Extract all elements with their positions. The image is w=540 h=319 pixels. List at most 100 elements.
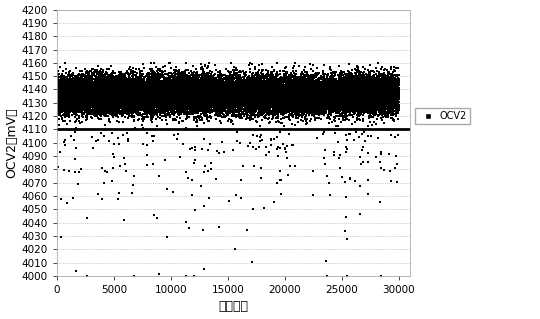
Point bbox=[249, 164, 258, 169]
Point bbox=[193, 77, 201, 82]
Point bbox=[322, 95, 331, 100]
Point bbox=[138, 85, 146, 90]
Point bbox=[360, 94, 368, 99]
Point bbox=[349, 85, 358, 91]
Point bbox=[196, 101, 205, 106]
Point bbox=[379, 104, 387, 109]
Point bbox=[185, 76, 193, 81]
Point bbox=[231, 84, 239, 89]
Point bbox=[171, 79, 180, 85]
Point bbox=[288, 101, 297, 106]
Point bbox=[116, 85, 124, 91]
Point bbox=[177, 83, 185, 88]
Point bbox=[294, 95, 302, 100]
Point bbox=[220, 88, 229, 93]
Point bbox=[73, 96, 82, 101]
Point bbox=[143, 91, 152, 96]
Point bbox=[361, 94, 369, 99]
Point bbox=[86, 104, 95, 109]
Point bbox=[139, 95, 147, 100]
Point bbox=[141, 80, 150, 85]
Point bbox=[249, 88, 258, 93]
Point bbox=[283, 89, 292, 94]
Point bbox=[108, 94, 117, 100]
Point bbox=[391, 94, 400, 100]
Point bbox=[159, 91, 167, 96]
Point bbox=[140, 83, 149, 88]
Point bbox=[150, 103, 159, 108]
Point bbox=[64, 99, 73, 104]
Point bbox=[203, 97, 212, 102]
Point bbox=[206, 76, 214, 81]
Point bbox=[243, 82, 252, 87]
Point bbox=[350, 104, 359, 109]
Point bbox=[240, 104, 248, 109]
Point bbox=[94, 107, 103, 112]
Point bbox=[161, 91, 170, 96]
Point bbox=[94, 94, 103, 99]
Point bbox=[333, 93, 341, 98]
Point bbox=[81, 110, 90, 115]
Point bbox=[246, 100, 255, 106]
Point bbox=[379, 85, 387, 90]
Point bbox=[336, 87, 345, 92]
Point bbox=[83, 111, 91, 116]
Point bbox=[346, 79, 354, 84]
Point bbox=[389, 101, 398, 107]
Point bbox=[369, 106, 378, 111]
Point bbox=[367, 99, 375, 104]
Point bbox=[340, 89, 348, 94]
Point bbox=[139, 80, 147, 85]
Point bbox=[70, 95, 79, 100]
Point bbox=[292, 99, 301, 104]
Point bbox=[391, 80, 400, 85]
Point bbox=[297, 76, 306, 81]
Point bbox=[100, 85, 109, 90]
Point bbox=[258, 98, 266, 103]
Point bbox=[299, 86, 307, 91]
Point bbox=[218, 89, 226, 94]
Point bbox=[148, 89, 157, 94]
Point bbox=[119, 80, 127, 85]
Point bbox=[99, 95, 107, 100]
Point bbox=[161, 97, 170, 102]
Point bbox=[259, 86, 268, 91]
Point bbox=[305, 106, 314, 111]
Point bbox=[335, 101, 343, 106]
Point bbox=[205, 86, 214, 91]
Point bbox=[276, 97, 285, 102]
Point bbox=[176, 92, 185, 97]
Point bbox=[150, 95, 158, 100]
Point bbox=[196, 84, 205, 89]
Point bbox=[383, 84, 392, 89]
Point bbox=[137, 99, 146, 104]
Point bbox=[146, 84, 154, 89]
Point bbox=[146, 100, 154, 105]
Point bbox=[116, 77, 124, 82]
Point bbox=[258, 83, 266, 88]
Point bbox=[90, 93, 98, 98]
Point bbox=[229, 97, 238, 102]
Point bbox=[345, 107, 353, 112]
Point bbox=[112, 79, 121, 84]
Point bbox=[221, 100, 230, 105]
Point bbox=[281, 88, 290, 93]
Point bbox=[201, 81, 210, 86]
Point bbox=[117, 105, 126, 110]
Point bbox=[94, 84, 103, 89]
Point bbox=[92, 88, 101, 93]
Point bbox=[198, 93, 206, 98]
Point bbox=[374, 82, 383, 87]
Point bbox=[245, 78, 254, 83]
Point bbox=[110, 103, 119, 108]
Point bbox=[159, 93, 168, 98]
Point bbox=[255, 92, 264, 97]
Point bbox=[226, 106, 234, 111]
Point bbox=[296, 91, 305, 96]
Point bbox=[91, 100, 99, 105]
Point bbox=[163, 94, 171, 99]
Point bbox=[308, 107, 317, 112]
Point bbox=[258, 96, 266, 101]
Point bbox=[86, 95, 95, 100]
Point bbox=[150, 91, 158, 96]
